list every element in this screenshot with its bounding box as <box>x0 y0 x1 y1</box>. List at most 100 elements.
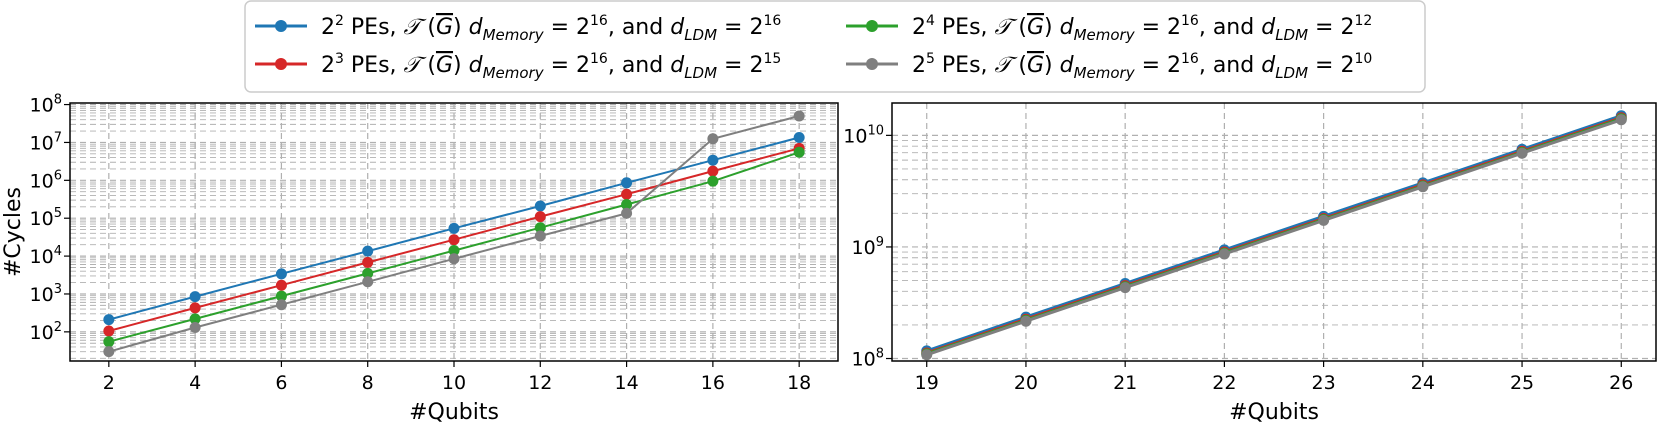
x-axis-label-right: #Qubits <box>1229 400 1319 424</box>
data-point <box>189 291 201 303</box>
y-tick-base: 10 <box>852 237 876 259</box>
data-point <box>1417 181 1429 193</box>
data-point <box>1020 315 1032 327</box>
x-tick-label: 23 <box>1312 372 1336 394</box>
data-point <box>707 154 719 166</box>
data-point <box>448 253 460 265</box>
data-point <box>103 346 115 358</box>
y-tick-label: 109 <box>852 235 884 259</box>
data-point <box>793 110 805 122</box>
x-tick-label: 20 <box>1014 372 1038 394</box>
data-point <box>707 133 719 145</box>
x-tick-label: 21 <box>1113 372 1137 394</box>
y-tick-exponent: 8 <box>876 347 884 362</box>
series-line-0 <box>926 114 1622 353</box>
y-tick-base: 10 <box>30 208 54 230</box>
y-tick-label: 106 <box>30 168 62 192</box>
y-tick-label: 102 <box>30 320 62 344</box>
data-point <box>189 322 201 334</box>
data-point <box>103 314 115 326</box>
y-tick-label: 107 <box>30 130 62 154</box>
legend-dot-marker <box>275 58 287 70</box>
x-tick-label: 12 <box>528 372 552 394</box>
x-tick-label: 6 <box>275 372 287 394</box>
y-tick-exponent: 10 <box>867 123 884 138</box>
y-tick-exponent: 9 <box>876 235 884 250</box>
y-tick-label: 1010 <box>843 123 884 147</box>
y-tick-exponent: 8 <box>54 93 62 108</box>
legend-label: 22 PEs, 𝒯 (G) dMemory = 216, and dLDM = … <box>321 13 781 44</box>
data-point <box>1516 147 1528 159</box>
legend-label: 23 PEs, 𝒯 (G) dMemory = 216, and dLDM = … <box>321 51 781 82</box>
y-tick-exponent: 5 <box>54 206 62 221</box>
x-tick-label: 14 <box>614 372 638 394</box>
data-point <box>275 268 287 280</box>
y-tick-label: 108 <box>852 347 884 371</box>
data-point <box>448 222 460 234</box>
data-point <box>793 146 805 158</box>
data-point <box>707 175 719 187</box>
y-axis-label-left: #Cycles <box>1 187 26 277</box>
legend-entry-0: 22 PEs, 𝒯 (G) dMemory = 216, and dLDM = … <box>255 13 781 44</box>
data-point <box>921 349 933 361</box>
x-tick-label: 26 <box>1609 372 1633 394</box>
data-point <box>189 302 201 314</box>
x-tick-label: 4 <box>189 372 201 394</box>
data-point <box>189 313 201 325</box>
x-tick-label: 10 <box>442 372 466 394</box>
y-tick-exponent: 6 <box>54 168 62 183</box>
legend-frame <box>244 0 1426 93</box>
y-tick-base: 10 <box>852 349 876 371</box>
data-point <box>362 245 374 257</box>
x-tick-label: 16 <box>701 372 725 394</box>
data-point <box>621 177 633 189</box>
legend-label: 25 PEs, 𝒯 (G) dMemory = 216, and dLDM = … <box>912 51 1372 82</box>
data-point <box>275 279 287 291</box>
x-tick-label: 22 <box>1212 372 1236 394</box>
data-point <box>1615 114 1627 126</box>
data-point <box>621 199 633 211</box>
y-tick-base: 10 <box>30 170 54 192</box>
data-point <box>621 207 633 219</box>
x-tick-label: 2 <box>103 372 115 394</box>
data-point <box>448 234 460 246</box>
data-point <box>621 188 633 200</box>
y-tick-label: 108 <box>30 93 62 117</box>
data-point <box>103 336 115 348</box>
data-point <box>275 299 287 311</box>
y-tick-base: 10 <box>843 125 867 147</box>
y-tick-base: 10 <box>30 284 54 306</box>
data-point <box>448 245 460 257</box>
legend: 22 PEs, 𝒯 (G) dMemory = 216, and dLDM = … <box>244 0 1426 93</box>
data-point <box>534 211 546 223</box>
y-tick-base: 10 <box>30 246 54 268</box>
data-point <box>534 222 546 234</box>
y-tick-label: 103 <box>30 282 62 306</box>
data-point <box>534 230 546 242</box>
legend-dot-marker <box>275 20 287 32</box>
legend-entry-2: 24 PEs, 𝒯 (G) dMemory = 216, and dLDM = … <box>846 13 1372 44</box>
y-tick-base: 10 <box>30 132 54 154</box>
data-point <box>275 290 287 302</box>
x-tick-label: 24 <box>1411 372 1435 394</box>
y-tick-base: 10 <box>30 322 54 344</box>
data-point <box>103 325 115 337</box>
y-tick-label: 105 <box>30 206 62 230</box>
legend-entry-1: 23 PEs, 𝒯 (G) dMemory = 216, and dLDM = … <box>255 51 781 82</box>
x-axis-label-left: #Qubits <box>409 400 499 424</box>
legend-label: 24 PEs, 𝒯 (G) dMemory = 216, and dLDM = … <box>912 13 1372 44</box>
plot-frame-right <box>891 102 1657 362</box>
data-point <box>1218 248 1230 260</box>
series-line-3 <box>926 118 1622 357</box>
data-point <box>1119 282 1131 294</box>
legend-dot-marker <box>866 58 878 70</box>
legend-dot-marker <box>866 20 878 32</box>
data-point <box>1318 214 1330 226</box>
x-tick-label: 25 <box>1510 372 1534 394</box>
x-tick-label: 8 <box>362 372 374 394</box>
y-tick-base: 10 <box>30 95 54 117</box>
y-tick-exponent: 3 <box>54 282 62 297</box>
